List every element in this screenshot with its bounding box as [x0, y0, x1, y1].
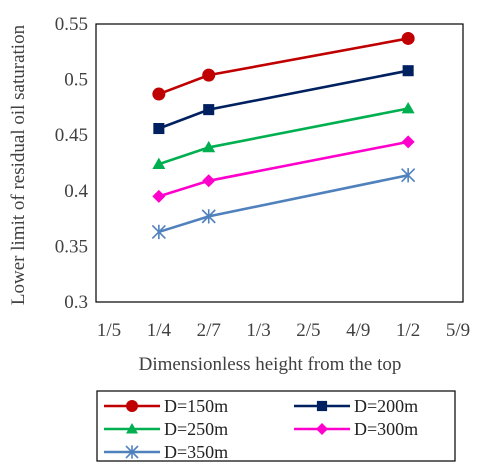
data-point: [152, 157, 166, 169]
x-tick-label: 5/9: [446, 320, 470, 341]
data-point: [401, 31, 415, 45]
series-D=250m: [152, 102, 415, 169]
legend-label: D=250m: [164, 419, 228, 439]
data-point: [153, 123, 165, 135]
series-D=150m: [152, 31, 415, 101]
legend-item: D=300m: [294, 419, 418, 439]
x-tick-label: 2/5: [296, 320, 320, 341]
y-tick-label: 0.3: [64, 292, 88, 313]
data-point: [202, 68, 216, 82]
x-axis-title: Dimensionless height from the top: [139, 354, 402, 375]
legend-item: D=350m: [104, 442, 228, 462]
data-point: [316, 400, 328, 412]
legend-item: D=150m: [104, 396, 228, 416]
x-tick-label: 1/5: [97, 320, 121, 341]
data-point: [125, 445, 139, 459]
y-tick-label: 0.35: [55, 236, 88, 257]
legend-label: D=350m: [164, 442, 228, 462]
series-D=300m: [152, 135, 415, 203]
y-tick-label: 0.45: [55, 125, 88, 146]
x-tick-label: 1/2: [396, 320, 420, 341]
x-tick-label: 4/9: [346, 320, 370, 341]
data-point: [401, 135, 415, 149]
y-tick-label: 0.5: [64, 70, 88, 91]
data-point: [202, 140, 216, 153]
legend-label: D=150m: [164, 396, 228, 416]
x-tick-label: 2/7: [197, 320, 221, 341]
x-tick-label: 1/3: [246, 320, 270, 341]
series-D=350m: [151, 168, 416, 240]
series-D=200m: [153, 65, 414, 135]
legend-box: [96, 390, 456, 462]
data-point: [402, 65, 414, 77]
data-point: [203, 104, 215, 116]
y-tick-label: 0.4: [64, 181, 88, 202]
data-point: [201, 209, 216, 224]
data-point: [202, 174, 216, 188]
legend-label: D=300m: [354, 419, 418, 439]
legend-item: D=250m: [104, 419, 228, 439]
y-tick-label: 0.55: [55, 14, 88, 35]
x-tick-label: 1/4: [147, 320, 172, 341]
data-point: [401, 168, 416, 183]
data-point: [401, 102, 415, 114]
y-axis-title: Lower limit of residual oil saturation: [8, 24, 29, 305]
legend-label: D=200m: [354, 396, 418, 416]
legend-item: D=200m: [294, 396, 418, 416]
data-point: [152, 189, 166, 203]
data-point: [316, 423, 328, 435]
data-point: [126, 423, 138, 434]
data-point: [151, 224, 166, 240]
data-point: [152, 87, 166, 101]
data-point: [126, 400, 138, 412]
